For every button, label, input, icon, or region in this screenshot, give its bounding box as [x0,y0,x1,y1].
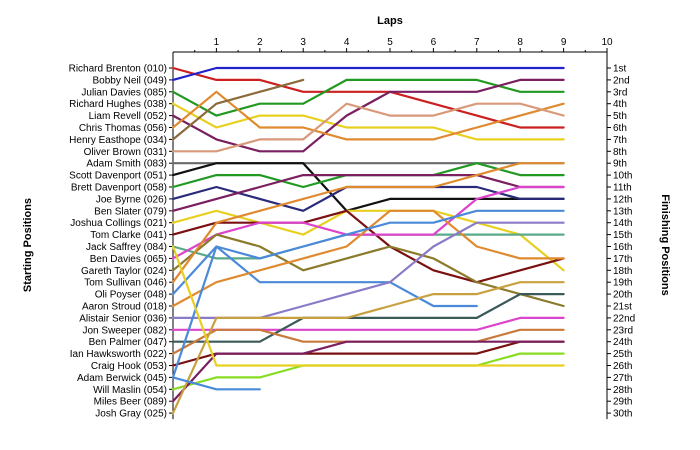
lap-tick-label: 9 [561,37,567,48]
finish-position-label: 17th [613,254,632,265]
start-position-label: Josh Gray (025) [95,409,167,420]
finish-position-label: 12th [613,194,632,205]
series-line-18 [171,233,565,308]
series-line-17 [171,185,565,260]
series-line-28 [171,352,565,391]
finish-position-label: 4th [613,99,627,110]
start-position-label: Miles Beer (089) [94,397,167,408]
start-position-label: Bobby Neil (049) [93,75,167,86]
series-line-10 [171,162,565,212]
start-position-label: Joshua Collings (021) [70,218,167,229]
finish-position-label: 3rd [613,87,627,98]
finish-position-label: 15th [613,230,632,241]
start-position-label: Richard Hughes (038) [69,99,167,110]
series-line-31 [171,245,565,367]
finish-position-label: 5th [613,111,627,122]
start-position-label: Chris Thomas (056) [79,123,167,134]
finish-position-label: 29th [613,397,632,408]
series-line-13 [171,174,565,212]
start-position-label: Will Maslin (054) [93,385,167,396]
axis-labels: 1 2 3 4 5 6 7 8 9 10 Richard Brenton (010)Bobby Ne… [69,37,636,420]
lap-tick-label: 10 [601,37,613,48]
series-line-5 [171,78,565,153]
finish-position-label: 18th [613,266,632,277]
series-line-15 [171,209,565,284]
finish-position-label: 26th [613,361,632,372]
start-position-label: Liam Revell (052) [89,111,167,122]
finish-position-label: 22nd [613,313,635,324]
start-position-label: Ben Palmer (047) [89,337,167,348]
finish-position-label: 11th [613,183,632,194]
finish-position-label: 20th [613,290,632,301]
start-position-label: Gareth Taylor (024) [81,266,167,277]
finish-position-label: 10th [613,171,632,182]
series-line-20 [171,245,478,308]
start-position-label: Tom Sullivan (046) [84,278,167,289]
chart-title: Laps [377,15,403,27]
finish-position-label: 1st [613,64,627,75]
finish-position-label: 24th [613,337,632,348]
series-line-4 [171,102,565,141]
series-line-14 [171,209,565,272]
start-position-label: Oli Poyser (048) [95,290,167,301]
finish-position-label: 2nd [613,75,630,86]
start-position-label: Julian Davies (085) [81,87,167,98]
start-position-label: Ben Davies (065) [90,254,167,265]
lap-tick-label: 3 [300,37,306,48]
start-position-label: Craig Hook (053) [91,361,167,372]
finish-position-label: 30th [613,409,632,420]
finish-position-label: 7th [613,135,627,146]
finish-position-label: 28th [613,385,632,396]
series-line-27 [171,209,565,379]
start-position-label: Jon Sweeper (082) [83,325,168,336]
series-line-23 [171,316,565,331]
start-position-label: Adam Berwick (045) [77,373,167,384]
lap-tick-label: 6 [431,37,437,48]
start-position-label: Ben Slater (079) [94,206,167,217]
lap-tick-label: 8 [517,37,523,48]
series-line-2 [171,66,565,82]
left-axis-label: Starting Positions [22,198,34,292]
lap-tick-label: 4 [344,37,350,48]
finish-position-label: 25th [613,349,632,360]
right-axis-label: Finishing Positions [659,194,671,295]
finish-position-label: 21st [613,302,632,313]
series-line-6 [171,90,565,141]
finish-position-label: 16th [613,242,632,253]
finish-position-label: 19th [613,278,632,289]
series-line-19 [171,162,565,284]
start-position-label: Richard Brenton (010) [69,64,167,75]
series-line-32 [171,376,261,391]
finish-position-label: 13th [613,206,632,217]
start-position-label: Adam Smith (083) [86,159,167,170]
series-lines [171,66,565,415]
start-position-label: Brett Davenport (058) [71,183,167,194]
series-line-30 [171,281,565,415]
start-position-label: Henry Easthope (034) [69,135,167,146]
series-line-1 [171,66,565,129]
series-line-8 [171,102,565,153]
finish-position-label: 8th [613,147,627,158]
start-position-label: Scott Davenport (051) [69,171,167,182]
start-position-label: Aaron Stroud (018) [82,302,167,313]
finish-position-label: 6th [613,123,627,134]
start-position-label: Oliver Brown (031) [84,147,167,158]
start-position-label: Joe Byrne (026) [96,194,167,205]
start-position-label: Jack Saffrey (084) [86,242,167,253]
lap-tick-label: 2 [257,37,263,48]
finish-position-label: 14th [613,218,632,229]
series-line-7 [171,78,305,141]
finish-position-label: 9th [613,159,627,170]
start-position-label: Ian Hawksworth (022) [70,349,167,360]
lap-tick-label: 5 [387,37,393,48]
start-position-label: Alistair Senior (036) [79,313,167,324]
finish-position-label: 23rd [613,325,633,336]
finish-position-label: 27th [613,373,632,384]
series-line-24 [171,293,565,343]
series-line-29 [171,340,565,403]
lap-tick-label: 1 [214,37,220,48]
lap-tick-label: 7 [474,37,480,48]
start-position-label: Tom Clarke (041) [90,230,167,241]
